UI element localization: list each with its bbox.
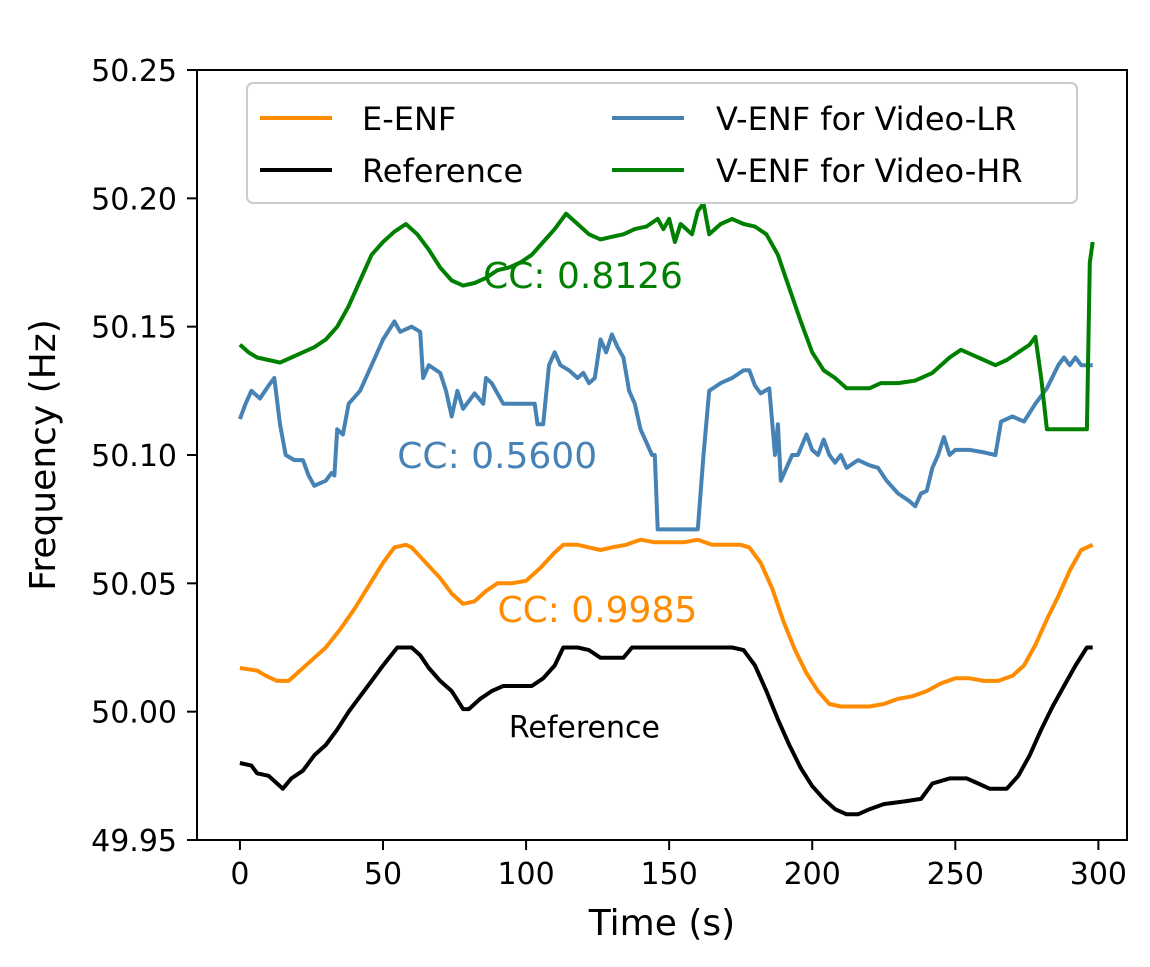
y-tick-label: 50.25: [91, 54, 177, 89]
series-line-reference: [239, 645, 1093, 817]
x-tick-label: 0: [230, 857, 249, 892]
y-tick-label: 50.10: [91, 439, 177, 474]
y-tick-label: 50.00: [91, 696, 177, 731]
x-tick-label: 250: [927, 857, 984, 892]
x-tick-label: 200: [784, 857, 841, 892]
legend-label-e-enf: E-ENF: [362, 100, 456, 138]
x-tick-label: 150: [641, 857, 698, 892]
y-axis-ticks: 49.95 50.00 50.05 50.10 50.15 50.20 50.25: [91, 54, 197, 859]
annotations: CC: 0.8126 CC: 0.5600 CC: 0.9985 Reference: [397, 256, 697, 745]
legend: E-ENF Reference V-ENF for Video-LR V-ENF…: [246, 82, 1078, 204]
series-line-v-enf-for-video-lr: [238, 319, 1093, 532]
legend-label-reference: Reference: [362, 152, 523, 190]
legend-label-video-lr: V-ENF for Video-LR: [716, 100, 1016, 138]
annotation-cc-0-5600: CC: 0.5600: [397, 436, 597, 477]
y-tick-label: 50.15: [91, 311, 177, 346]
series-layer: [238, 201, 1095, 817]
series-line-e-enf: [239, 537, 1094, 709]
x-tick-label: 100: [497, 857, 554, 892]
x-axis-ticks: 0 50 100 150 200 250 300: [230, 840, 1127, 892]
annotation-cc-0-8126: CC: 0.8126: [483, 256, 683, 297]
x-axis-label: Time (s): [588, 903, 735, 944]
annotation-reference: Reference: [509, 710, 660, 745]
legend-label-video-hr: V-ENF for Video-HR: [716, 152, 1023, 190]
y-axis-label: Frequency (Hz): [23, 319, 64, 590]
y-tick-label: 50.20: [91, 182, 177, 217]
x-tick-label: 300: [1070, 857, 1127, 892]
y-tick-label: 49.95: [91, 824, 177, 859]
series-line-v-enf-for-video-hr: [238, 201, 1095, 432]
legend-box: [246, 82, 1078, 204]
annotation-cc-0-9985: CC: 0.9985: [497, 590, 697, 631]
x-tick-label: 50: [364, 857, 402, 892]
y-tick-label: 50.05: [91, 567, 177, 602]
